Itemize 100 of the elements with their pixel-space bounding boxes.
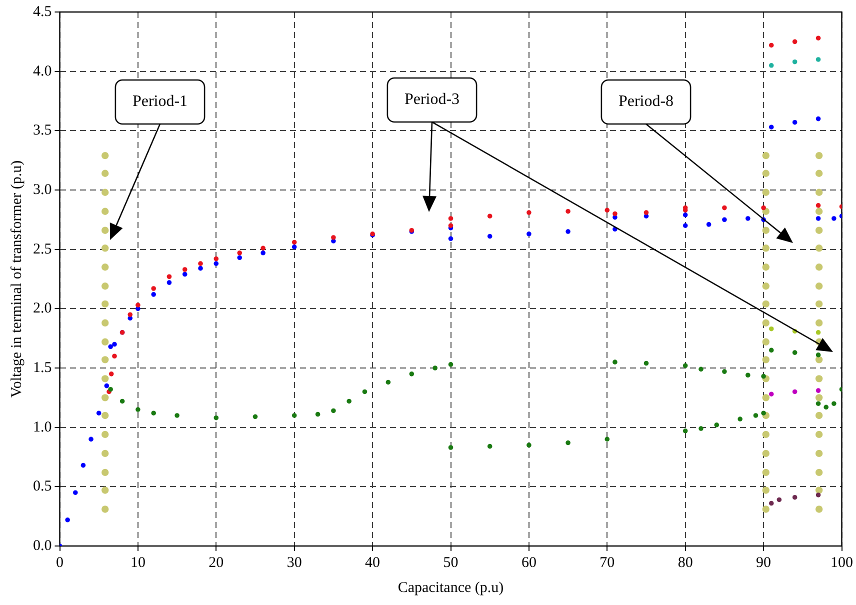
y-tick-label: 1.0 [33,419,52,436]
point [108,386,113,392]
point [762,486,770,494]
point [292,244,297,250]
point [815,450,823,458]
point [753,413,758,418]
point [151,410,156,416]
point [128,312,133,317]
point [824,404,829,410]
point [102,430,109,438]
point [182,272,188,277]
point [566,208,570,214]
point [346,398,352,404]
point [768,348,774,353]
point [815,468,823,476]
annotation: Period-8 [618,93,674,110]
point [762,152,770,160]
point [682,428,688,434]
x-tick-label: 0 [56,554,64,571]
point [362,389,368,394]
point [815,226,823,234]
point [80,462,86,468]
point [762,319,770,327]
point [566,440,570,446]
point [104,383,110,388]
point [816,352,821,358]
point [816,401,821,406]
point [792,39,798,44]
point [698,426,704,431]
y-tick-label: 1.5 [33,360,52,376]
point [612,211,618,216]
point [815,430,823,438]
point [526,442,532,448]
point [815,506,823,513]
point [448,216,454,221]
point [746,372,750,378]
point [815,375,823,382]
point [102,244,109,252]
point [768,63,774,68]
point [746,216,750,221]
point [815,244,823,252]
x-tick-label: 80 [678,554,693,571]
y-tick-label: 2.0 [33,300,52,317]
point [706,222,712,227]
point [102,282,109,290]
point [136,407,140,412]
point [815,412,823,420]
point [816,388,821,393]
point [151,292,156,297]
point [722,205,727,210]
y-tick-label: 2.5 [33,241,52,258]
point [214,415,219,420]
point [198,266,203,271]
point [815,319,823,327]
point [102,152,109,160]
point [776,497,782,502]
point [768,326,774,332]
y-tick-label: 0.0 [33,538,52,554]
point [526,210,532,215]
point [214,261,219,266]
point [761,374,766,379]
point [198,261,203,266]
point [762,264,770,271]
point [526,232,532,236]
x-tick-label: 10 [130,554,146,571]
point [448,362,454,367]
x-tick-label: 50 [443,554,458,571]
point [102,375,109,382]
point [792,350,798,355]
point [815,282,823,290]
x-tick-label: 100 [830,554,853,571]
point [762,338,770,346]
point [237,250,242,256]
point [112,342,117,347]
x-tick-label: 90 [756,554,772,571]
point [102,356,109,364]
point [832,216,836,221]
point [487,234,492,239]
point [108,372,114,376]
point [112,354,117,359]
point [816,492,821,498]
y-tick-label: 3.0 [33,182,52,198]
point [714,422,720,428]
point [762,244,770,252]
point [102,412,109,420]
point [102,300,109,308]
point [102,394,109,402]
point [214,256,219,262]
point [72,490,78,495]
point [762,450,770,458]
point [832,401,836,406]
point [816,216,821,221]
point [487,214,492,219]
point [762,226,770,234]
point [816,330,821,335]
y-tick-label: 4.5 [33,4,52,20]
point [815,486,823,494]
x-tick-label: 70 [600,554,615,571]
point [816,36,821,41]
point [487,444,492,449]
